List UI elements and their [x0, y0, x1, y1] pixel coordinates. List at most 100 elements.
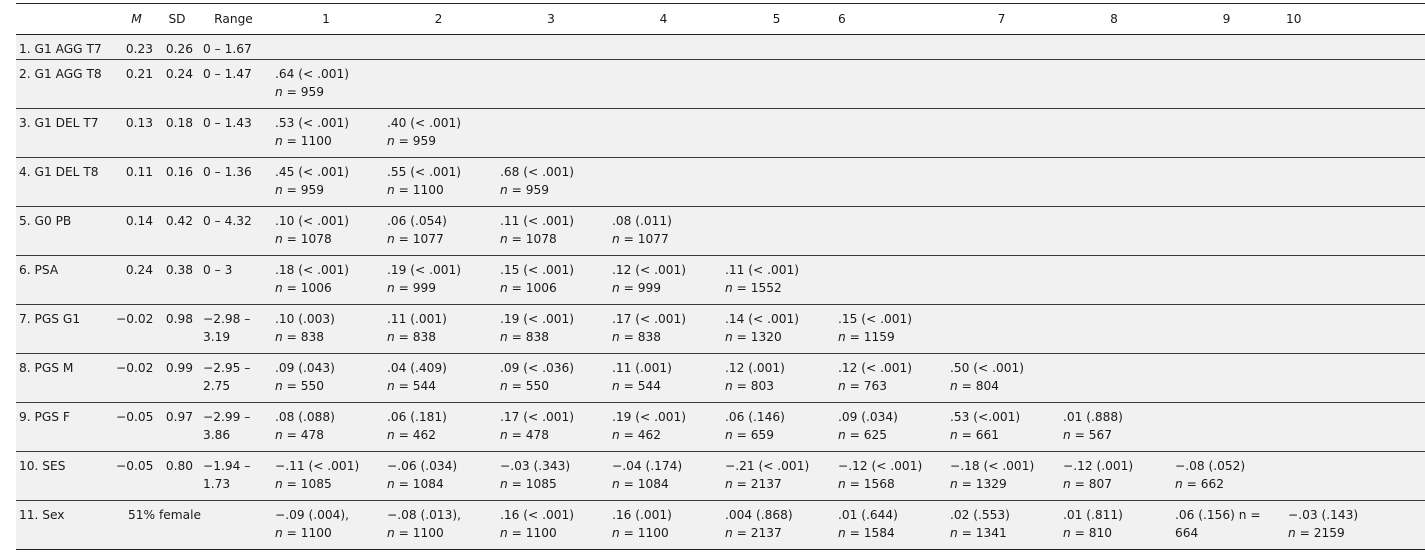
sample-size-value: = 810 [1074, 526, 1112, 540]
n-symbol: n [612, 379, 620, 393]
n-symbol: n [387, 330, 395, 344]
sample-size-value: = 959 [286, 85, 324, 99]
correlation-value: .55 (< .001) [387, 165, 461, 179]
table-row: 3. G1 DEL T7 0.13 0.18 0 – 1.43 .53 (< .001)… [16, 108, 1425, 158]
sample-size: n = 462 [387, 426, 495, 444]
n-symbol: n [950, 428, 958, 442]
correlation-value: −.12 (< .001) [838, 459, 923, 473]
sample-size-value: = 838 [623, 330, 661, 344]
n-symbol: n [1175, 477, 1183, 491]
correlation-value: .11 (.001) [387, 312, 447, 326]
correlation-value: .11 (< .001) [725, 263, 799, 277]
n-symbol: n [1063, 428, 1071, 442]
range-line: 0 – 1.47 [203, 67, 252, 81]
sample-size: n = 1584 [838, 524, 945, 542]
correlation-value: .16 (.001) [612, 508, 672, 522]
correlation-cell [495, 108, 607, 158]
sample-size-value: = 1320 [736, 330, 782, 344]
sample-size-value: = 959 [286, 183, 324, 197]
range-line: 3.19 [203, 330, 231, 344]
sample-size-value: = 838 [398, 330, 436, 344]
correlation-cell: .02 (.553) n = 1341 [945, 500, 1058, 550]
correlation-cell: .19 (< .001) n = 838 [495, 304, 607, 354]
correlation-cell: .64 (< .001) n = 959 [270, 59, 382, 109]
correlation-cell: .16 (.001) n = 1100 [607, 500, 720, 550]
sample-size: n = 838 [275, 328, 382, 346]
sample-size: n = 803 [725, 377, 833, 395]
correlation-value: .01 (.888) [1063, 410, 1123, 424]
header-col-1: 1 [270, 3, 382, 35]
mean-value: 0.11 [116, 157, 157, 207]
correlation-cell [607, 59, 720, 109]
correlation-cell: .12 (< .001) n = 999 [607, 255, 720, 305]
sd-value: 0.26 [157, 34, 197, 60]
sample-size: n = 462 [612, 426, 720, 444]
row-label: 8. PGS M [16, 353, 116, 403]
n-symbol: n [612, 428, 620, 442]
row-label: 10. SES [16, 451, 116, 501]
correlation-value: −.12 (.001) [1063, 459, 1134, 473]
sample-size: n = 1100 [500, 524, 607, 542]
correlation-cell [720, 59, 833, 109]
header-col-4: 4 [607, 3, 720, 35]
sample-size: n = 838 [612, 328, 720, 346]
sample-size-value: = 662 [1186, 477, 1224, 491]
range-value [197, 500, 270, 550]
range-line: −2.98 – [203, 312, 251, 326]
correlation-value: −.03 (.143) [1288, 508, 1359, 522]
n-symbol: n [612, 232, 620, 246]
sample-size: n = 544 [387, 377, 495, 395]
mean-value: 0.13 [116, 108, 157, 158]
sample-size-value: = 478 [511, 428, 549, 442]
sd-value: 0.42 [157, 206, 197, 256]
correlation-value: .19 (< .001) [612, 410, 686, 424]
sample-size: n = 567 [1063, 426, 1170, 444]
correlation-cell: −.03 (.143) n = 2159 [1283, 500, 1425, 550]
correlation-cell: −.09 (.004), n = 1100 [270, 500, 382, 550]
correlation-cell [1058, 353, 1170, 403]
correlation-value: .15 (< .001) [500, 263, 574, 277]
n-symbol: n [387, 526, 395, 540]
correlation-cell: .19 (< .001) n = 462 [607, 402, 720, 452]
sample-size: n = 999 [612, 279, 720, 297]
sample-size: n = 810 [1063, 524, 1170, 542]
header-row: M SD Range 1 2 3 4 5 6 7 8 9 10 [16, 3, 1425, 35]
range-line: 0 – 1.43 [203, 116, 252, 130]
correlation-value: .53 (< .001) [275, 116, 349, 130]
table-row: 5. G0 PB 0.14 0.42 0 – 4.32 .10 (< .001) n = … [16, 206, 1425, 256]
correlation-cell [1058, 59, 1170, 109]
mean-value: −0.05 [116, 402, 157, 452]
sample-size: n = 1006 [275, 279, 382, 297]
sample-size: n = 478 [275, 426, 382, 444]
correlation-value: .11 (< .001) [500, 214, 574, 228]
sample-size-value: = 462 [398, 428, 436, 442]
correlation-cell [495, 34, 607, 60]
sample-size-value: = 1100 [511, 526, 557, 540]
correlation-value: .08 (.088) [275, 410, 335, 424]
sample-size-value: = 1078 [511, 232, 557, 246]
range-line: −1.94 – [203, 459, 251, 473]
row-label: 9. PGS F [16, 402, 116, 452]
correlation-cell: −.04 (.174) n = 1084 [607, 451, 720, 501]
sample-size: n = 1100 [612, 524, 720, 542]
correlation-cell: −.03 (.343) n = 1085 [495, 451, 607, 501]
header-col-2: 2 [382, 3, 495, 35]
n-symbol: n [275, 232, 283, 246]
sample-size-value: = 1568 [849, 477, 895, 491]
correlation-cell [1283, 255, 1425, 305]
sd-value: 0.38 [157, 255, 197, 305]
sample-size-value: = 999 [398, 281, 436, 295]
table-row: 2. G1 AGG T8 0.21 0.24 0 – 1.47 .64 (< .001)… [16, 59, 1425, 109]
range-line: −2.99 – [203, 410, 251, 424]
sample-size-value: = 2137 [736, 477, 782, 491]
correlation-value: .09 (.034) [838, 410, 898, 424]
n-symbol: n [1288, 526, 1296, 540]
n-symbol: n [500, 526, 508, 540]
correlation-value: .68 (< .001) [500, 165, 574, 179]
n-symbol: n [500, 232, 508, 246]
sample-size-value: = 625 [849, 428, 887, 442]
header-blank [16, 3, 116, 35]
header-col-3: 3 [495, 3, 607, 35]
sd-value: 0.16 [157, 157, 197, 207]
correlation-cell: .19 (< .001) n = 999 [382, 255, 495, 305]
